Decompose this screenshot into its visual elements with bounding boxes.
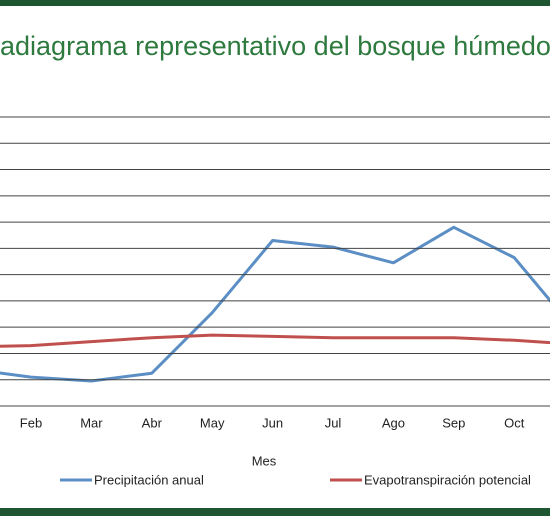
plot-area (0, 225, 550, 383)
x-tick-label: Jul (325, 415, 342, 430)
chart-title: adiagrama representativo del bosque húme… (0, 31, 550, 61)
x-tick-label: Mar (80, 415, 103, 430)
x-tick-label: Abr (142, 415, 163, 430)
x-tick-label: Ago (382, 415, 405, 430)
data-line (0, 225, 550, 383)
data-line (0, 333, 550, 348)
legend-label: Evapotranspiración potencial (364, 472, 531, 487)
x-tick-label: May (200, 415, 225, 430)
x-axis-label: Mes (252, 453, 277, 468)
legend-label: Precipitación anual (94, 472, 204, 487)
x-tick-label: Feb (20, 415, 42, 430)
bottom-bar (0, 508, 550, 516)
x-tick-label: Oct (504, 415, 525, 430)
x-tick-label: Sep (442, 415, 465, 430)
x-tick-label: Jun (262, 415, 283, 430)
top-bar (0, 0, 550, 6)
